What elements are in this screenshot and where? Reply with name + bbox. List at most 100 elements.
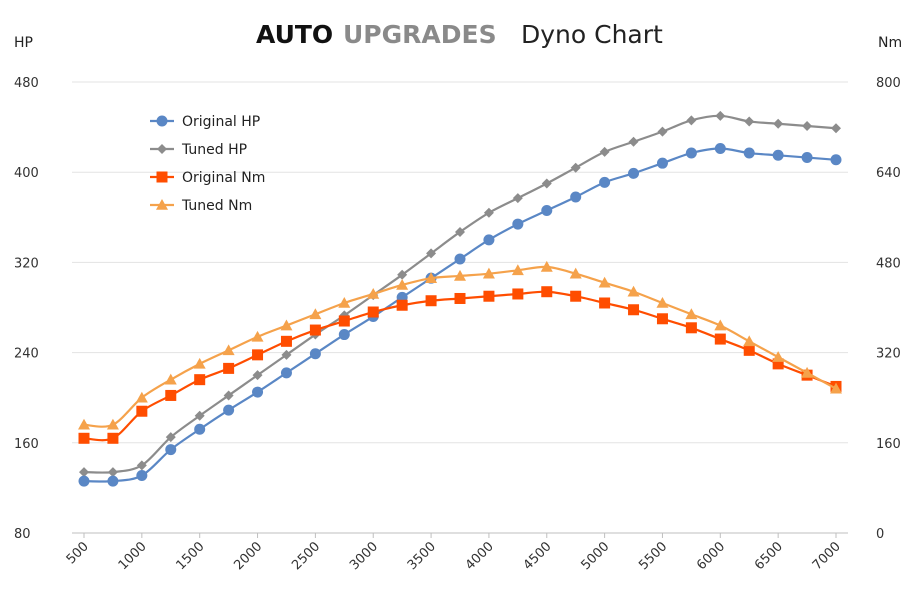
data-point-tuned-hp bbox=[426, 248, 437, 259]
data-point-tuned-hp bbox=[715, 110, 726, 121]
y-right-unit-label: Nm bbox=[878, 35, 902, 51]
x-tick-label: 2000 bbox=[231, 539, 265, 573]
data-point-tuned-nm bbox=[656, 296, 669, 308]
y-right-tick-label: 480 bbox=[876, 256, 901, 271]
data-point-original-nm bbox=[656, 313, 668, 325]
x-tick-label: 5000 bbox=[578, 539, 612, 573]
y-right-tick-label: 640 bbox=[876, 166, 901, 181]
data-point-original-hp bbox=[743, 147, 755, 159]
data-point-original-hp bbox=[223, 404, 235, 416]
legend-label: Tuned Nm bbox=[181, 198, 252, 214]
data-point-tuned-nm bbox=[425, 272, 438, 283]
data-point-original-nm bbox=[252, 349, 264, 361]
legend-item-original-hp: Original HP bbox=[150, 114, 260, 130]
data-point-original-nm bbox=[425, 295, 437, 307]
data-point-original-nm bbox=[483, 290, 495, 302]
data-point-tuned-nm bbox=[280, 319, 293, 331]
data-point-original-hp bbox=[194, 423, 206, 435]
data-point-tuned-nm bbox=[598, 276, 611, 288]
data-point-tuned-nm bbox=[135, 391, 148, 403]
data-point-original-nm bbox=[367, 306, 379, 318]
data-point-original-hp bbox=[309, 348, 321, 360]
y-left-tick-label: 240 bbox=[14, 347, 39, 362]
x-tick-label: 6000 bbox=[694, 539, 728, 573]
data-point-original-hp bbox=[338, 329, 350, 341]
data-point-original-hp bbox=[599, 176, 611, 188]
data-point-tuned-hp bbox=[397, 269, 408, 280]
data-point-original-nm bbox=[107, 432, 119, 444]
data-point-tuned-nm bbox=[627, 285, 640, 297]
data-point-tuned-hp bbox=[744, 116, 755, 127]
data-point-original-hp bbox=[772, 149, 784, 161]
data-point-tuned-hp bbox=[657, 126, 668, 137]
y-right-tick-label: 0 bbox=[876, 527, 884, 542]
data-point-original-hp bbox=[656, 157, 668, 169]
data-point-original-nm bbox=[454, 292, 466, 304]
data-point-tuned-nm bbox=[106, 418, 119, 430]
legend-marker-tuned-hp bbox=[157, 144, 167, 154]
data-point-tuned-nm bbox=[309, 308, 322, 320]
data-point-tuned-nm bbox=[714, 319, 727, 331]
y-left-unit-label: HP bbox=[14, 35, 33, 51]
data-point-original-hp bbox=[165, 444, 177, 456]
data-point-tuned-hp bbox=[512, 193, 523, 204]
data-point-tuned-hp bbox=[599, 146, 610, 157]
data-point-tuned-hp bbox=[802, 120, 813, 131]
data-point-tuned-nm bbox=[772, 351, 785, 362]
x-tick-label: 4000 bbox=[463, 539, 497, 573]
data-point-tuned-hp bbox=[136, 460, 147, 471]
data-point-original-nm bbox=[541, 286, 553, 298]
data-point-original-nm bbox=[223, 362, 235, 374]
data-point-original-nm bbox=[685, 322, 697, 334]
x-tick-label: 500 bbox=[64, 539, 92, 567]
y-right-tick-label: 800 bbox=[876, 76, 901, 91]
data-point-tuned-nm bbox=[251, 330, 264, 342]
data-point-original-nm bbox=[599, 297, 611, 309]
series-line-tuned-nm bbox=[83, 265, 837, 428]
data-point-original-hp bbox=[570, 191, 582, 203]
x-tick-label: 5500 bbox=[636, 539, 670, 573]
data-point-original-nm bbox=[743, 344, 755, 356]
data-point-tuned-hp bbox=[686, 115, 697, 126]
y-right-tick-label: 320 bbox=[876, 347, 901, 362]
y-right-tick-label: 160 bbox=[876, 437, 901, 452]
legend-marker-original-hp bbox=[156, 115, 168, 127]
data-point-original-nm bbox=[714, 333, 726, 345]
legend: Original HP Tuned HP Original Nm Tuned Nm bbox=[150, 114, 265, 214]
x-tick-label: 3500 bbox=[405, 539, 439, 573]
x-tick-label: 4500 bbox=[521, 539, 555, 573]
x-tick-label: 2500 bbox=[289, 539, 323, 573]
data-point-tuned-nm bbox=[222, 344, 235, 356]
series-original-hp bbox=[78, 143, 842, 487]
data-point-tuned-nm bbox=[193, 357, 206, 369]
axes: 80 160 240 320 400 480 0 160 320 480 640 800 500 1000… bbox=[14, 76, 901, 573]
legend-item-original-nm: Original Nm bbox=[150, 170, 265, 186]
data-point-tuned-hp bbox=[223, 390, 234, 401]
data-point-tuned-nm bbox=[454, 269, 466, 281]
data-point-original-nm bbox=[78, 432, 90, 444]
legend-item-tuned-nm: Tuned Nm bbox=[150, 198, 252, 214]
data-point-tuned-hp bbox=[79, 467, 89, 478]
x-tick-label: 7000 bbox=[810, 539, 844, 573]
data-point-tuned-hp bbox=[570, 162, 581, 173]
data-point-original-hp bbox=[280, 367, 292, 379]
data-point-tuned-nm bbox=[569, 267, 582, 279]
legend-label: Tuned HP bbox=[181, 142, 247, 158]
data-point-tuned-hp bbox=[628, 136, 639, 147]
data-point-original-hp bbox=[483, 234, 495, 246]
title-dyno-chart: Dyno Chart bbox=[521, 20, 663, 49]
data-point-tuned-nm bbox=[338, 296, 351, 308]
data-point-original-hp bbox=[107, 475, 119, 487]
series-group bbox=[78, 110, 842, 487]
data-point-tuned-nm bbox=[367, 287, 380, 299]
data-point-original-hp bbox=[830, 154, 842, 166]
data-point-original-nm bbox=[338, 315, 350, 327]
x-tick-label: 1500 bbox=[174, 539, 208, 573]
legend-marker-tuned-nm bbox=[156, 199, 168, 210]
data-point-tuned-hp bbox=[194, 410, 205, 421]
x-tick-label: 1000 bbox=[116, 539, 150, 573]
x-tick-label: 6500 bbox=[752, 539, 786, 573]
data-point-original-hp bbox=[801, 152, 813, 164]
data-point-original-nm bbox=[309, 324, 321, 336]
data-point-tuned-nm bbox=[685, 308, 698, 320]
